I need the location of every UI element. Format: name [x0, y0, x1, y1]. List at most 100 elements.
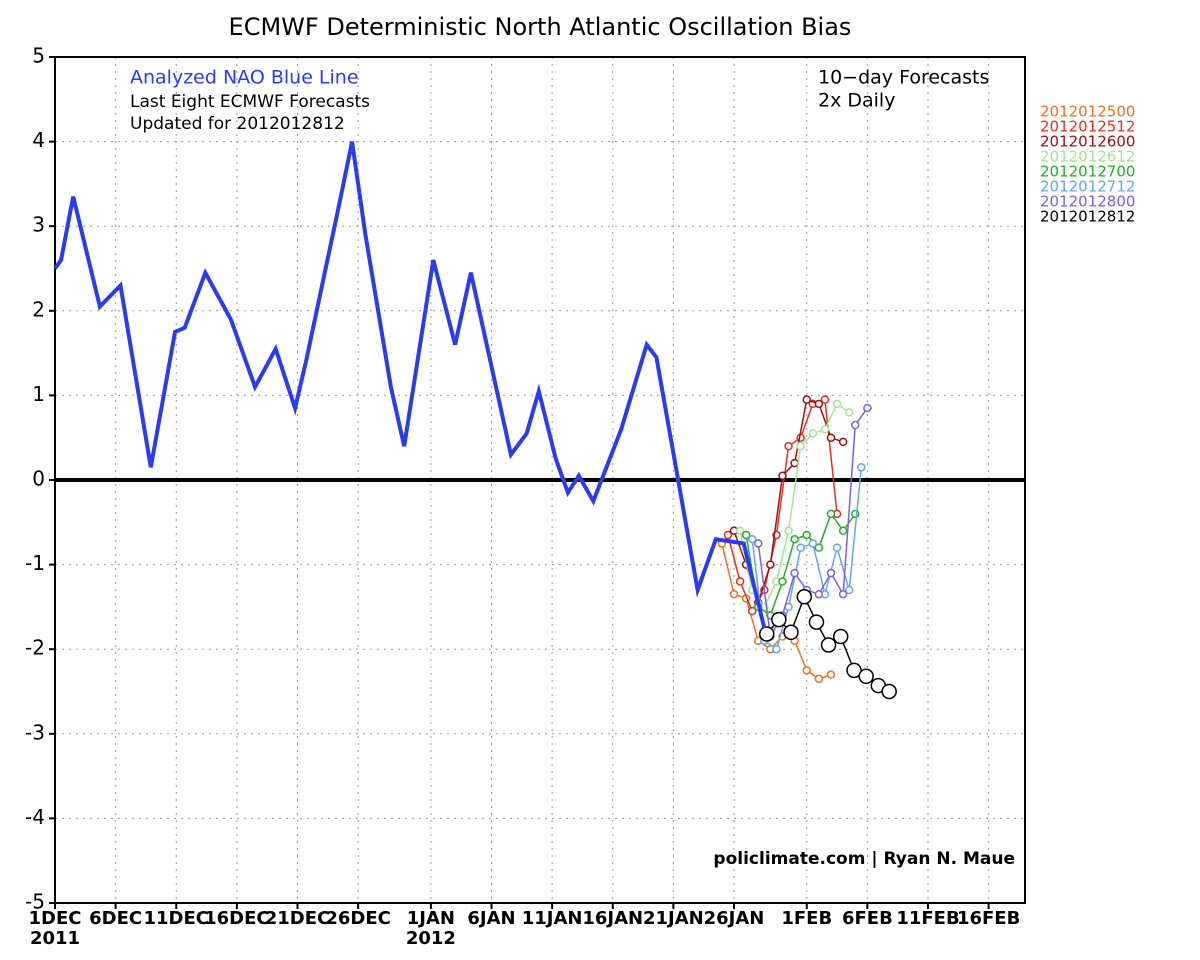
x-tick-label: 11FEB [896, 908, 959, 929]
legend-entry: 2012012612 [1040, 148, 1135, 166]
y-tick-label: 0 [32, 467, 45, 491]
legend-entry: 2012012812 [1040, 208, 1135, 226]
forecast-marker [723, 530, 733, 540]
forecast-marker [802, 666, 811, 675]
forecast-marker [808, 614, 825, 630]
y-tick-label: 1 [32, 382, 45, 406]
legend-entry: 2012012700 [1040, 163, 1135, 181]
y-tick-label: -1 [25, 551, 45, 575]
x-tick-label: 6FEB [842, 908, 893, 929]
forecast-marker [846, 662, 862, 679]
forecast-line [745, 512, 856, 617]
forecast-marker [826, 568, 836, 578]
forecast-marker [802, 530, 811, 540]
y-tick-label: -2 [25, 636, 45, 660]
forecast-marker [766, 560, 775, 569]
y-tick-label: -3 [25, 720, 45, 744]
x-tick-label: 6DEC [89, 908, 142, 929]
forecast-marker [729, 589, 739, 599]
forecast-line [751, 467, 863, 651]
forecast-marker [754, 539, 763, 548]
x-tick-label: 1FEB [781, 908, 832, 929]
forecast-marker [857, 463, 866, 472]
annotation: policlimate.com | Ryan N. Maue [713, 849, 1015, 869]
forecast-marker [844, 408, 854, 417]
y-tick-label: 3 [32, 213, 45, 237]
forecast-marker [784, 526, 793, 536]
x-year-label: 2011 [30, 928, 80, 949]
forecast-marker [826, 670, 836, 679]
forecast-marker [838, 437, 848, 447]
forecast-marker [778, 471, 787, 481]
forecast-marker [772, 644, 781, 654]
forecast-marker [814, 399, 824, 409]
forecast-marker [790, 534, 799, 544]
forecast-marker [808, 429, 818, 438]
legend-entry: 2012012512 [1040, 118, 1135, 136]
forecast-marker [741, 530, 751, 540]
annotation: Updated for 2012012812 [130, 114, 345, 134]
legend-entry: 2012012712 [1040, 178, 1135, 196]
legend-entry: 2012012500 [1040, 103, 1135, 121]
forecast-marker [802, 395, 811, 404]
forecast-marker [747, 534, 757, 544]
x-tick-label: 1JAN [407, 908, 455, 929]
forecast-marker [796, 543, 805, 552]
forecast-marker [814, 543, 824, 552]
annotation: 2x Daily [818, 90, 895, 112]
forecast-marker [832, 543, 842, 552]
x-tick-label: 26DEC [325, 908, 391, 929]
forecast-marker [814, 674, 824, 684]
x-tick-label: 1DEC [29, 908, 82, 929]
forecast-marker [796, 441, 805, 451]
forecast-marker [838, 589, 848, 599]
forecast-marker [783, 624, 799, 641]
y-tick-label: -4 [25, 805, 45, 829]
x-tick-label: 16JAN [582, 908, 643, 929]
y-tick-label: 5 [32, 44, 45, 68]
forecast-marker [735, 526, 745, 536]
x-tick-label: 21JAN [643, 908, 704, 929]
x-tick-label: 11DEC [144, 908, 210, 929]
forecast-marker [778, 577, 787, 586]
forecast-marker [826, 509, 836, 519]
forecast-marker [820, 424, 830, 434]
y-tick-label: -5 [25, 890, 45, 914]
analyzed-line [53, 141, 767, 629]
forecast-marker [790, 458, 799, 468]
forecast-marker [863, 403, 872, 413]
forecast-marker [758, 626, 775, 642]
forecast-marker [820, 395, 830, 404]
forecast-line [721, 543, 832, 680]
forecast-marker [820, 637, 837, 653]
x-tick-label: 26JAN [704, 908, 765, 929]
forecast-marker [735, 577, 745, 586]
annotation: Last Eight ECMWF Forecasts [130, 92, 370, 112]
forecast-marker [838, 526, 848, 536]
x-year-label: 2012 [406, 928, 456, 949]
forecast-marker [851, 420, 860, 430]
y-tick-label: 4 [32, 128, 45, 152]
chart-title: ECMWF Deterministic North Atlantic Oscil… [229, 13, 852, 41]
annotation: 10−day Forecasts [818, 67, 989, 89]
forecast-marker [832, 628, 849, 645]
legend-entry: 2012012800 [1040, 193, 1135, 211]
x-tick-label: 16DEC [204, 908, 270, 929]
y-tick-label: 2 [32, 297, 45, 321]
forecast-marker [814, 589, 824, 599]
forecast-marker [844, 585, 854, 595]
forecast-marker [808, 539, 818, 548]
forecast-marker [826, 433, 836, 442]
x-tick-label: 6JAN [467, 908, 515, 929]
annotation: Analyzed NAO Blue Line [130, 67, 359, 89]
forecast-marker [796, 588, 813, 605]
forecast-marker [771, 611, 787, 628]
forecast-marker [832, 399, 842, 409]
forecast-marker [747, 606, 757, 616]
forecast-marker [858, 668, 874, 685]
x-tick-label: 16FEB [957, 908, 1020, 929]
x-tick-label: 11JAN [522, 908, 583, 929]
forecast-marker [784, 441, 793, 451]
forecast-marker [790, 568, 799, 578]
